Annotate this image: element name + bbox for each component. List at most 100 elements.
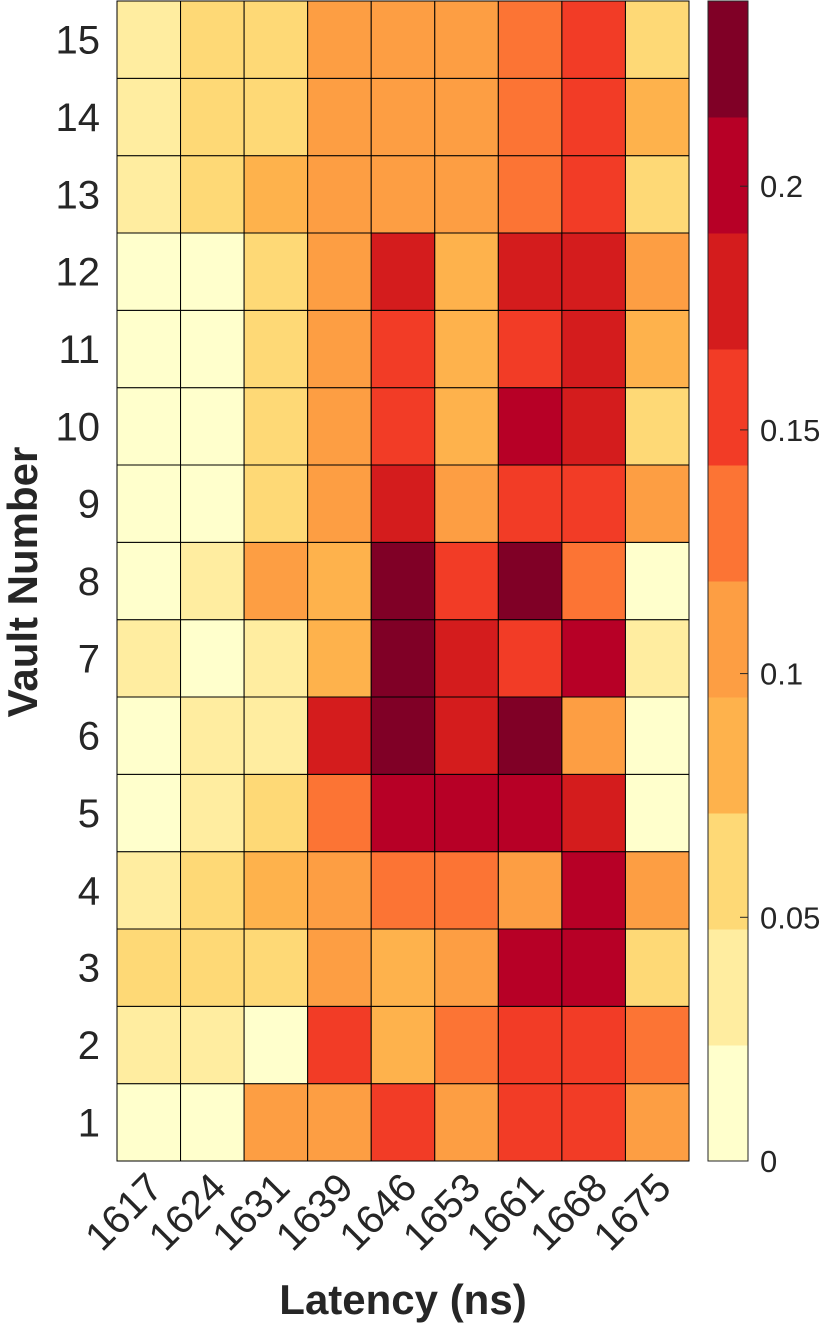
heatmap-cell-vault-2-latency-1646 <box>370 1005 436 1085</box>
heatmap-cell-vault-7-latency-1631 <box>243 619 309 698</box>
heatmap-cell-vault-10-latency-1675 <box>624 387 690 466</box>
heatmap-cell-vault-8-latency-1653 <box>434 541 499 621</box>
heatmap-cell-vault-6-latency-1675 <box>624 696 690 775</box>
colorbar-tick-label-4: 0.2 <box>760 169 803 204</box>
heatmap-cell-vault-5-latency-1653 <box>434 773 499 853</box>
colorbar-segment-8 <box>708 233 748 350</box>
heatmap-cell-vault-11-latency-1646 <box>370 309 436 389</box>
heatmap-cell-vault-10-latency-1646 <box>370 387 436 466</box>
heatmap-cell-vault-5-latency-1639 <box>307 773 372 853</box>
y-tick-label-14: 14 <box>56 96 101 140</box>
y-tick-label-1: 1 <box>78 1101 100 1145</box>
heatmap-cell-vault-14-latency-1668 <box>561 77 626 157</box>
heatmap-cell-vault-12-latency-1639 <box>307 232 372 311</box>
heatmap-cell-vault-5-latency-1624 <box>180 773 245 853</box>
heatmap-cell-vault-8-latency-1675 <box>624 541 690 621</box>
heatmap-cell-vault-15-latency-1653 <box>434 0 499 79</box>
heatmap-cell-vault-15-latency-1675 <box>624 0 690 79</box>
colorbar-segment-7 <box>708 349 748 466</box>
heatmap-cell-vault-14-latency-1661 <box>497 77 563 157</box>
heatmap-cell-vault-10-latency-1631 <box>243 387 309 466</box>
heatmap-cell-vault-13-latency-1631 <box>243 155 309 234</box>
heatmap-cell-vault-13-latency-1675 <box>624 155 690 234</box>
heatmap-cell-vault-3-latency-1617 <box>116 928 182 1007</box>
x-axis-title: Latency (ns) <box>279 1276 526 1323</box>
heatmap-cell-vault-14-latency-1624 <box>180 77 245 157</box>
heatmap-cell-vault-6-latency-1639 <box>307 696 372 775</box>
heatmap-cell-vault-15-latency-1624 <box>180 0 245 79</box>
colorbar-tick-label-0: 0 <box>760 1144 777 1179</box>
heatmap-cell-vault-10-latency-1668 <box>561 387 626 466</box>
heatmap-cell-vault-9-latency-1653 <box>434 464 499 543</box>
heatmap-cell-vault-4-latency-1661 <box>497 851 563 930</box>
heatmap-cell-vault-10-latency-1639 <box>307 387 372 466</box>
heatmap-cell-vault-2-latency-1668 <box>561 1005 626 1085</box>
colorbar: 0 0.05 0.1 0.15 0.2 <box>707 0 820 1179</box>
y-tick-label-4: 4 <box>78 869 100 913</box>
heatmap-cell-vault-10-latency-1661 <box>497 387 563 466</box>
heatmap-cells <box>116 0 690 1162</box>
heatmap-cell-vault-9-latency-1675 <box>624 464 690 543</box>
heatmap-cell-vault-4-latency-1646 <box>370 851 436 930</box>
heatmap-cell-vault-1-latency-1653 <box>434 1083 499 1162</box>
y-axis-title: Vault Number <box>0 447 46 718</box>
heatmap-cell-vault-8-latency-1661 <box>497 541 563 621</box>
heatmap-cell-vault-2-latency-1624 <box>180 1005 245 1085</box>
heatmap-cell-vault-1-latency-1668 <box>561 1083 626 1162</box>
heatmap-cell-vault-15-latency-1661 <box>497 0 563 79</box>
heatmap-cell-vault-4-latency-1624 <box>180 851 245 930</box>
heatmap-cell-vault-12-latency-1617 <box>116 232 182 311</box>
heatmap-cell-vault-5-latency-1668 <box>561 773 626 853</box>
heatmap-cell-vault-6-latency-1653 <box>434 696 499 775</box>
y-tick-label-8: 8 <box>78 560 100 604</box>
y-tick-label-9: 9 <box>78 483 100 527</box>
heatmap-cell-vault-7-latency-1661 <box>497 619 563 698</box>
heatmap-cell-vault-9-latency-1646 <box>370 464 436 543</box>
heatmap-cell-vault-13-latency-1617 <box>116 155 182 234</box>
heatmap-cell-vault-12-latency-1668 <box>561 232 626 311</box>
heatmap-cell-vault-5-latency-1646 <box>370 773 436 853</box>
heatmap-cell-vault-2-latency-1653 <box>434 1005 499 1085</box>
heatmap-cell-vault-14-latency-1631 <box>243 77 309 157</box>
heatmap-cell-vault-13-latency-1668 <box>561 155 626 234</box>
heatmap-cell-vault-14-latency-1639 <box>307 77 372 157</box>
heatmap-cell-vault-8-latency-1624 <box>180 541 245 621</box>
colorbar-frame <box>707 0 749 1162</box>
heatmap-cell-vault-4-latency-1617 <box>116 851 182 930</box>
heatmap-cell-vault-7-latency-1639 <box>307 619 372 698</box>
heatmap-cell-vault-7-latency-1668 <box>561 619 626 698</box>
y-tick-label-10: 10 <box>56 405 101 449</box>
heatmap-cell-vault-11-latency-1675 <box>624 309 690 389</box>
heatmap-cell-vault-11-latency-1631 <box>243 309 309 389</box>
colorbar-tick-label-2: 0.1 <box>760 657 803 692</box>
colorbar-segment-6 <box>708 465 748 582</box>
heatmap-cell-vault-8-latency-1617 <box>116 541 182 621</box>
heatmap-cell-vault-5-latency-1631 <box>243 773 309 853</box>
heatmap-cell-vault-6-latency-1661 <box>497 696 563 775</box>
heatmap-cell-vault-13-latency-1653 <box>434 155 499 234</box>
heatmap-cell-vault-3-latency-1646 <box>370 928 436 1007</box>
colorbar-segment-5 <box>708 581 748 698</box>
heatmap-cell-vault-3-latency-1653 <box>434 928 499 1007</box>
y-tick-label-12: 12 <box>56 251 101 295</box>
colorbar-tick-label-1: 0.05 <box>760 900 820 935</box>
heatmap-cell-vault-11-latency-1617 <box>116 309 182 389</box>
y-tick-label-6: 6 <box>78 715 100 759</box>
heatmap-cell-vault-7-latency-1624 <box>180 619 245 698</box>
heatmap-cell-vault-11-latency-1661 <box>497 309 563 389</box>
heatmap-cell-vault-9-latency-1624 <box>180 464 245 543</box>
heatmap-cell-vault-15-latency-1646 <box>370 0 436 79</box>
heatmap-cell-vault-8-latency-1646 <box>370 541 436 621</box>
heatmap-cell-vault-5-latency-1661 <box>497 773 563 853</box>
heatmap-cell-vault-1-latency-1639 <box>307 1083 372 1162</box>
heatmap-cell-vault-12-latency-1631 <box>243 232 309 311</box>
heatmap-cell-vault-9-latency-1617 <box>116 464 182 543</box>
heatmap-cell-vault-12-latency-1624 <box>180 232 245 311</box>
heatmap-cell-vault-11-latency-1639 <box>307 309 372 389</box>
heatmap-cell-vault-11-latency-1668 <box>561 309 626 389</box>
colorbar-segment-1 <box>708 1045 748 1162</box>
heatmap-cell-vault-8-latency-1631 <box>243 541 309 621</box>
heatmap-cell-vault-1-latency-1617 <box>116 1083 182 1162</box>
